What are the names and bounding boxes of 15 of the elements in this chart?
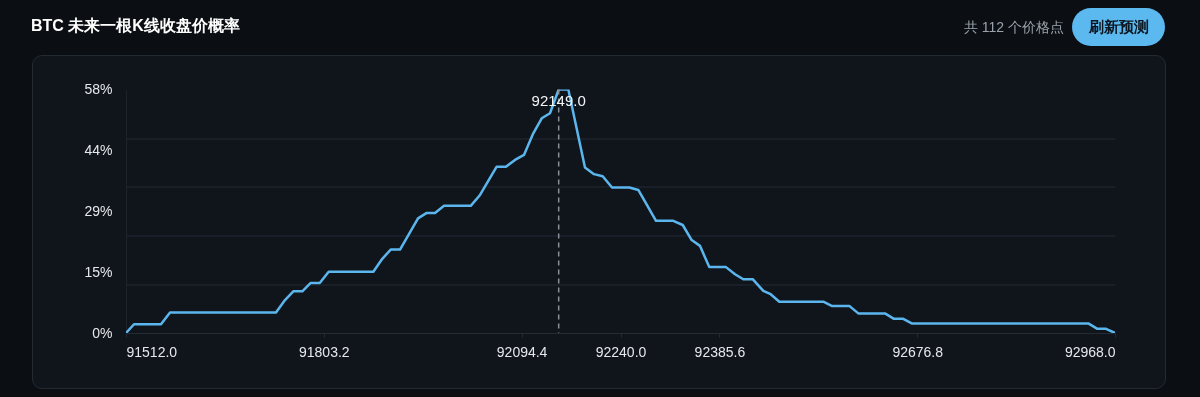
- y-tick-label: 44%: [84, 141, 113, 158]
- x-tick-label: 92240.0: [595, 343, 647, 360]
- x-tick-label: 92968.0: [1064, 343, 1116, 360]
- x-tick-label: 92385.6: [694, 343, 746, 360]
- y-tick-label: 58%: [84, 81, 113, 97]
- chart-title: BTC 未来一根K线收盘价概率: [31, 16, 240, 36]
- refresh-button: 刷新预测: [1072, 8, 1165, 46]
- x-tick-label: 92094.4: [496, 343, 548, 360]
- y-tick-label: 15%: [84, 263, 113, 280]
- text: 共 112 个价格点: [963, 19, 1064, 37]
- y-tick-label: 0%: [92, 324, 113, 341]
- y-tick-label: 29%: [84, 202, 113, 219]
- x-tick-label: 91803.2: [299, 343, 350, 360]
- x-tick-label: 92676.8: [892, 343, 944, 360]
- x-tick-label: 91512.0: [126, 343, 178, 360]
